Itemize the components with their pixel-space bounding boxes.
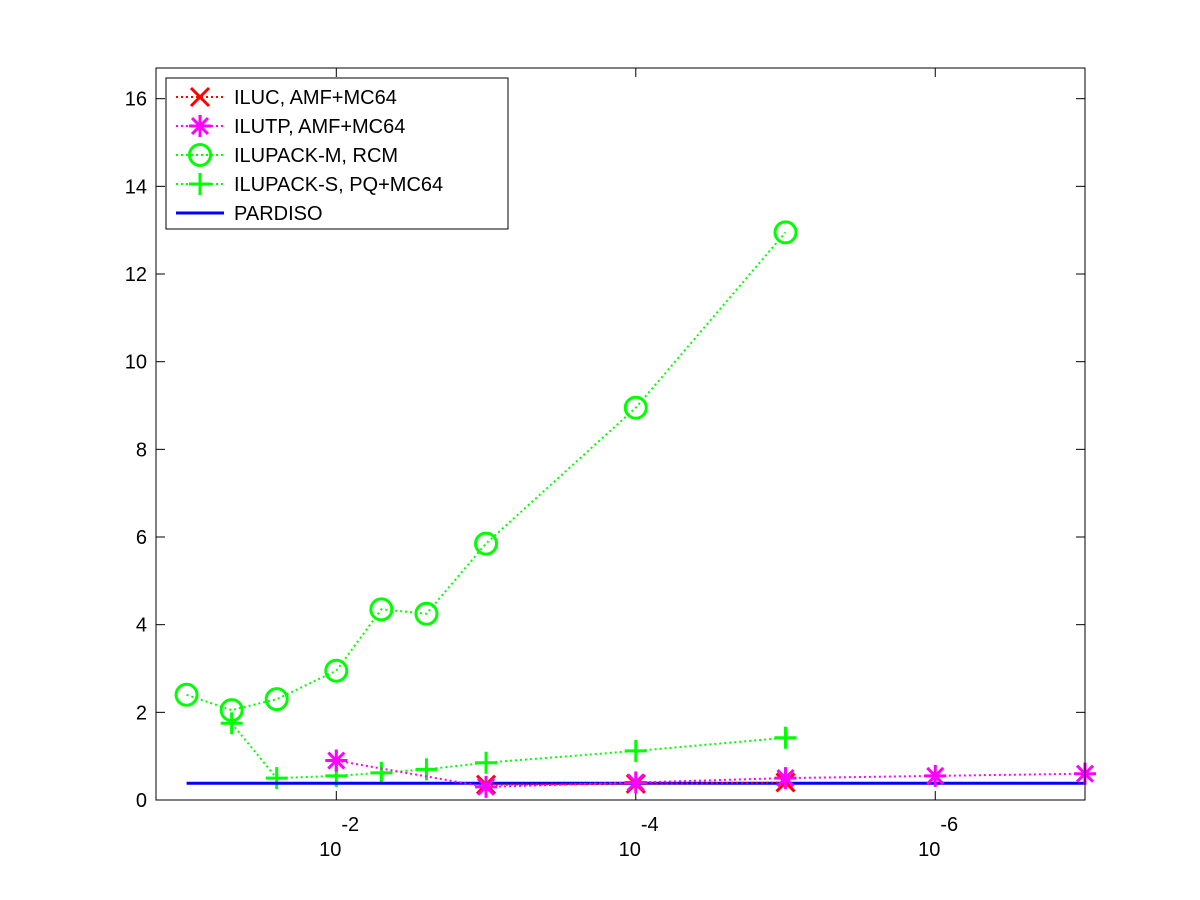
legend-entry: ILUC, AMF+MC64 [176,86,397,109]
y-tick-label: 16 [125,89,147,111]
x-axis-ticks: 10-210-410-6 [319,68,958,861]
y-tick-label: 14 [125,176,147,198]
legend-label: ILUTP, AMF+MC64 [234,116,405,138]
data-point-marker [773,220,798,245]
y-tick-label: 6 [136,527,147,549]
y-tick-label: 4 [136,615,147,637]
data-point-marker [623,395,648,420]
legend-box [165,77,509,230]
y-tick-label: 2 [136,702,147,724]
legend-entry: ILUPACK-S, PQ+MC64 [176,173,443,196]
data-point-marker [475,751,498,774]
series-2 [174,220,798,723]
data-point-marker [474,531,499,556]
legend-label: PARDISO [234,203,323,225]
data-point-marker [264,687,289,712]
legend-entry: PARDISO [176,203,323,225]
legend-entry: ILUPACK-M, RCM [176,143,398,167]
series-line [186,231,787,712]
x-tick-label-base: 10 [619,839,641,861]
data-point-marker [370,761,393,784]
y-tick-label: 0 [136,790,147,812]
data-point-marker [624,739,647,762]
data-point-marker [774,726,797,749]
y-axis-ticks: 0 2 4 6 8 10 12 14 16 [125,89,1085,812]
data-point-marker [624,771,647,794]
legend-label: ILUPACK-S, PQ+MC64 [234,174,443,196]
data-point-marker [324,658,349,683]
legend: ILUC, AMF+MC64 ILUTP, AMF+MC64 ILUPACK-M, … [165,77,509,230]
legend-label: ILUPACK-M, RCM [234,145,398,167]
y-tick-label: 10 [125,352,147,374]
series-line [336,759,1086,788]
x-tick-label-exponent: -4 [641,814,659,836]
plot-area [174,220,1096,798]
x-tick-label-base: 10 [319,839,341,861]
axes-frame [155,67,1086,801]
data-point-marker [924,764,947,787]
y-tick-label: 12 [125,264,147,286]
x-tick-label-exponent: -2 [341,814,359,836]
legend-label: ILUC, AMF+MC64 [234,87,397,109]
y-tick-label: 8 [136,439,147,461]
legend-marker [189,173,211,195]
data-point-marker [369,597,394,622]
legend-marker [189,86,211,108]
legend-entry: ILUTP, AMF+MC64 [176,115,405,138]
data-point-marker [325,749,348,772]
data-point-marker [774,767,797,790]
data-point-marker [414,601,439,626]
x-tick-label-exponent: -6 [940,814,958,836]
x-tick-label-base: 10 [918,839,940,861]
series-1 [325,749,1096,798]
legend-marker [189,115,211,137]
data-point-marker [265,767,288,790]
legend-marker [188,143,212,167]
data-point-marker [174,682,199,707]
data-point-marker [220,712,243,735]
data-point-marker [475,775,498,798]
